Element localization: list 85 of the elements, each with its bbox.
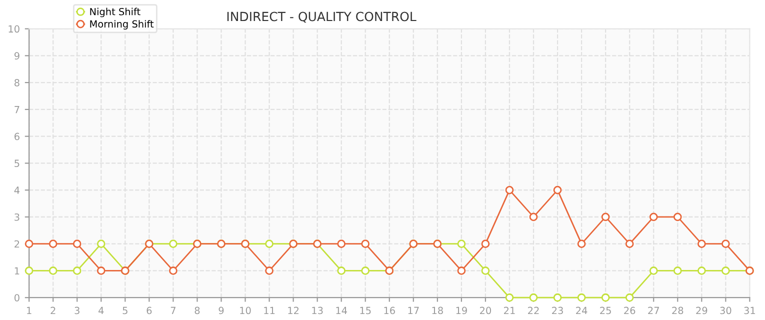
x-tick-label: 17	[408, 306, 419, 314]
point	[337, 266, 346, 275]
x-tick-label: 16	[384, 306, 395, 314]
x-tick-label: 13	[312, 306, 323, 314]
x-tick-label: 23	[552, 306, 563, 314]
point	[577, 293, 586, 302]
point	[481, 240, 490, 248]
x-tick-label: 19	[456, 306, 467, 314]
point	[529, 212, 538, 222]
x-tick-label: 25	[600, 306, 611, 314]
x-tick-label: 5	[122, 306, 128, 314]
point	[649, 212, 658, 222]
chart-title: INDIRECT - QUALITY CONTROL	[227, 12, 416, 23]
x-tick-label: 18	[432, 306, 443, 314]
x-tick-label: 2	[50, 306, 56, 314]
point	[457, 240, 466, 248]
point	[553, 186, 562, 194]
x-tick-label: 10	[240, 306, 251, 314]
point	[337, 240, 346, 248]
point	[72, 240, 82, 248]
x-tick-label: 28	[672, 306, 684, 314]
point	[601, 212, 610, 222]
y-tick-label: 3	[14, 213, 20, 221]
point	[481, 266, 490, 275]
x-tick-label: 31	[744, 306, 755, 314]
point	[649, 266, 658, 275]
x-tick-label: 14	[336, 306, 347, 314]
x-tick-label: 3	[74, 306, 80, 314]
point	[265, 266, 274, 275]
point	[48, 266, 58, 275]
point	[169, 266, 178, 275]
x-tick-label: 24	[576, 306, 588, 314]
x-tick-label: 6	[146, 306, 152, 314]
y-tick-label: 8	[14, 79, 20, 86]
y-tick-label: 7	[14, 106, 20, 114]
x-tick-label: 20	[480, 306, 492, 314]
legend-label: Morning Shift	[90, 20, 154, 30]
y-tick-label: 1	[14, 267, 20, 274]
x-tick-label: 30	[720, 306, 732, 314]
y-tick-label: 4	[14, 186, 20, 194]
point	[553, 293, 562, 302]
x-tick-label: 21	[504, 306, 515, 314]
point	[697, 240, 706, 248]
point	[673, 266, 682, 275]
point	[577, 240, 586, 248]
x-tick-label: 27	[648, 306, 659, 314]
point	[529, 293, 538, 302]
x-tick-label: 4	[98, 306, 104, 314]
point	[265, 240, 274, 248]
point	[96, 266, 106, 275]
point	[361, 240, 370, 248]
point	[361, 266, 370, 275]
point	[24, 240, 34, 248]
point	[601, 293, 610, 302]
point	[722, 240, 730, 248]
x-tick-label: 29	[696, 306, 708, 314]
y-tick-label: 6	[14, 132, 20, 140]
point	[697, 266, 706, 275]
y-tick-label: 5	[14, 160, 20, 168]
y-tick-label: 10	[8, 25, 20, 33]
point	[96, 240, 106, 248]
y-tick-label: 0	[14, 294, 20, 302]
x-tick-label: 9	[218, 306, 224, 314]
point	[722, 266, 730, 275]
point	[673, 212, 682, 222]
x-tick-label: 15	[360, 306, 371, 314]
x-tick-label: 12	[288, 306, 299, 314]
legend-label: Night Shift	[90, 8, 140, 18]
point	[625, 293, 634, 302]
x-tick-label: 7	[170, 306, 176, 314]
x-tick-label: 26	[624, 306, 636, 314]
point	[625, 240, 634, 248]
point	[505, 186, 514, 194]
point	[457, 266, 466, 275]
y-tick-label: 2	[14, 240, 20, 248]
point	[48, 240, 58, 248]
point	[169, 240, 178, 248]
x-tick-label: 22	[528, 306, 539, 314]
x-tick-label: 8	[194, 306, 200, 314]
point	[505, 293, 514, 302]
point	[72, 266, 82, 275]
point	[24, 266, 34, 275]
x-tick-label: 11	[264, 306, 275, 314]
x-tick-label: 1	[27, 306, 32, 314]
y-tick-label: 9	[14, 52, 20, 60]
